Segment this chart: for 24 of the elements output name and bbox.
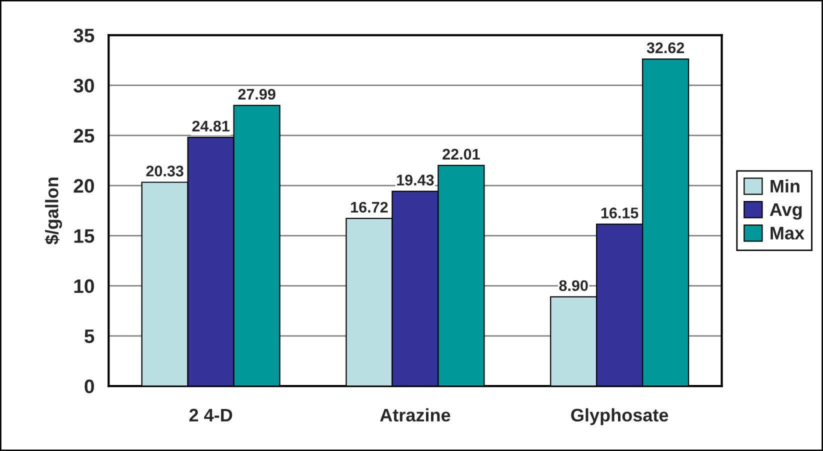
x-tick-label: Glyphosate xyxy=(571,408,668,426)
legend-label: Avg xyxy=(770,203,802,220)
y-tick-label: 20 xyxy=(74,179,94,193)
legend-label: Max xyxy=(770,226,804,240)
data-label: 8.90 xyxy=(559,280,588,292)
data-label: 27.99 xyxy=(238,88,276,100)
y-tick-label: 0 xyxy=(84,380,94,394)
x-tick-label: 2 4-D xyxy=(189,408,232,422)
data-label: 20.33 xyxy=(146,166,184,176)
data-label: 24.81 xyxy=(192,120,230,132)
data-label: 22.01 xyxy=(442,148,480,160)
y-tick-label: 25 xyxy=(74,128,94,143)
y-tick-label: 35 xyxy=(74,28,94,42)
y-axis-title: $/gallon xyxy=(44,178,62,244)
y-tick-label: 15 xyxy=(74,229,94,243)
y-tick-label: 10 xyxy=(74,279,94,294)
y-tick-label: 5 xyxy=(84,330,94,344)
data-label: 19.43 xyxy=(397,174,434,186)
data-label: 16.15 xyxy=(601,208,638,218)
y-tick-label: 30 xyxy=(74,78,94,93)
x-tick-label: Atrazine xyxy=(380,408,450,422)
legend-label: Min xyxy=(770,179,800,192)
data-label: 32.62 xyxy=(646,42,684,54)
data-label: 16.72 xyxy=(351,202,388,213)
